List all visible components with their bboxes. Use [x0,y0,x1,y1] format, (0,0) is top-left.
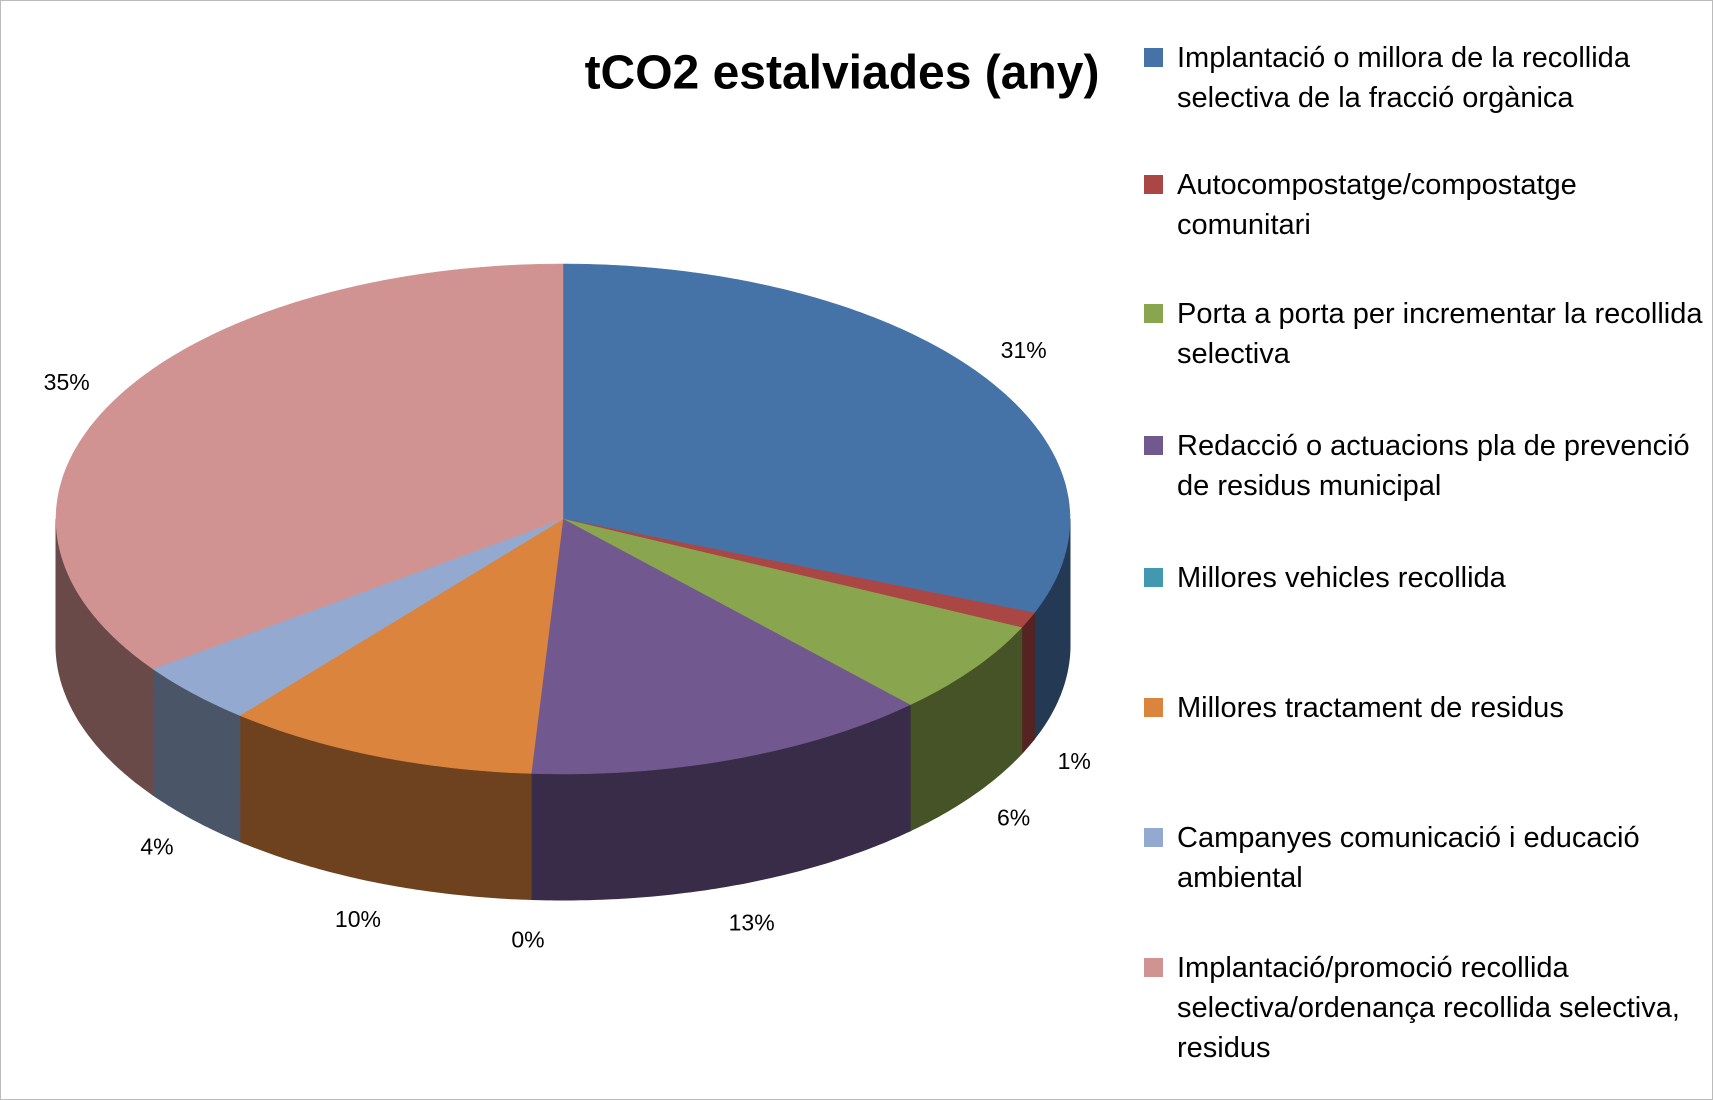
legend-label: Millores tractament de residus [1177,692,1564,724]
legend-entry: Implantació o millora de la recollida se… [1144,38,1704,118]
legend-swatch [1144,958,1163,977]
legend-label: Redacció o actuacions pla de prevenció d… [1177,430,1690,503]
slice [562,263,1071,614]
data-label: 35% [44,369,90,395]
data-label: 6% [997,805,1030,831]
legend-label: Millores vehicles recollida [1177,562,1506,594]
data-label: 10% [335,906,381,932]
slice [55,263,564,670]
slice [562,518,1035,628]
legend-label: Porta a porta per incrementar la recolli… [1177,298,1703,371]
data-label: 0% [511,926,544,952]
legend-swatch [1144,436,1163,455]
slice-tops [55,263,1071,775]
legend-label: Implantació o millora de la recollida se… [1177,42,1630,115]
data-labels: 31% 1% 6% 13% 0% 10% 4% 35% [44,337,1091,952]
legend-swatch [1144,304,1163,323]
legend-entry: Campanyes comunicació i educació ambient… [1144,818,1704,898]
legend-label: Campanyes comunicació i educació ambient… [1177,822,1640,895]
legend-label: Implantació/promoció recollida selectiva… [1177,952,1680,1065]
chart-title: tCO2 estalviades (any) [585,47,1100,100]
legend-entry: Millores tractament de residus [1144,688,1704,728]
legend-entry: Redacció o actuacions pla de prevenció d… [1144,426,1704,506]
slice [562,518,1023,706]
data-label: 31% [1001,337,1047,363]
legend-entry: Porta a porta per incrementar la recolli… [1144,294,1704,374]
legend-entry: Autocompostatge/compostatge comunitari [1144,165,1704,245]
slice [239,518,564,774]
slice [530,518,911,775]
legend-entry: Implantació/promoció recollida selectiva… [1144,948,1704,1068]
legend-swatch [1144,48,1163,67]
slice-side [1021,611,1035,755]
slice [152,518,564,716]
legend-swatch [1144,828,1163,847]
legend-swatch [1144,175,1163,194]
legend-label: Autocompostatge/compostatge comunitari [1177,169,1577,242]
data-label: 4% [140,833,173,859]
data-label: 13% [729,910,775,936]
legend-swatch [1144,568,1163,587]
legend-entry: Millores vehicles recollida [1144,558,1704,598]
legend-swatch [1144,698,1163,717]
slice-sides [55,519,1071,901]
data-label: 1% [1058,748,1091,774]
